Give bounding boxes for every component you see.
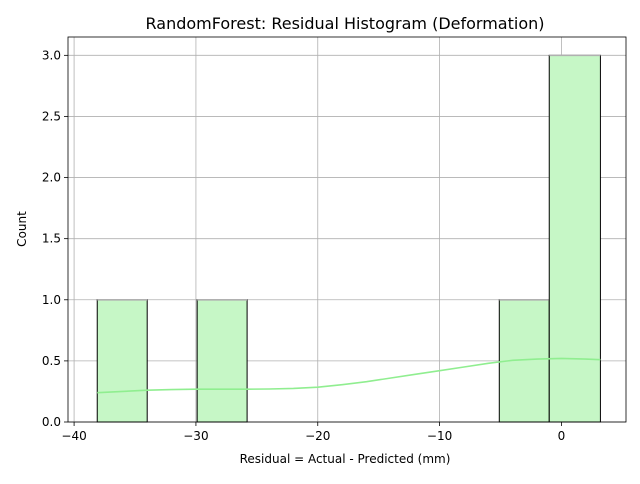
y-tick-label: 0.5	[42, 354, 61, 368]
y-tick-label: 2.5	[42, 109, 61, 123]
chart-title: RandomForest: Residual Histogram (Deform…	[146, 14, 545, 33]
y-tick-label: 2.0	[42, 171, 61, 185]
kde-curve	[97, 357, 601, 394]
x-tick-label: −40	[61, 429, 86, 443]
x-axis-label: Residual = Actual - Predicted (mm)	[240, 452, 451, 466]
kde-line	[97, 357, 601, 394]
histogram-bar	[96, 299, 148, 423]
x-axis-ticks: −40 −30 −20 −10 0	[61, 422, 565, 443]
y-tick-label: 0.0	[42, 415, 61, 429]
x-tick-label: 0	[558, 429, 566, 443]
x-tick-label: −20	[305, 429, 330, 443]
histogram-bar	[548, 54, 601, 423]
histogram-bar	[196, 299, 248, 423]
y-axis-label: Count	[15, 211, 29, 247]
x-tick-label: −10	[427, 429, 452, 443]
y-axis-ticks: 0.0 0.5 1.0 1.5 2.0 2.5 3.0	[42, 48, 68, 429]
y-tick-label: 3.0	[42, 48, 61, 62]
x-tick-label: −30	[183, 429, 208, 443]
histogram-bars	[96, 54, 601, 423]
y-tick-label: 1.5	[42, 232, 61, 246]
y-tick-label: 1.0	[42, 293, 61, 307]
plot-frame	[67, 36, 627, 423]
